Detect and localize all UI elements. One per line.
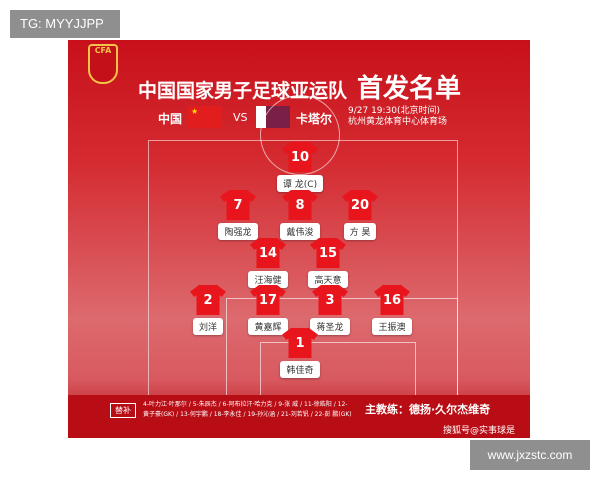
player-card: 3 蒋圣龙: [295, 285, 365, 335]
match-datetime: 9/27 19:30(北京时间): [348, 106, 441, 116]
home-team: 中国: [158, 112, 183, 126]
goal-box: [260, 342, 416, 438]
watermark-bottom: www.jxzstc.com: [470, 440, 590, 470]
jersey-number: 8: [295, 198, 305, 213]
jersey-icon: 8: [282, 190, 318, 220]
player-name: 韩佳奇: [280, 361, 320, 378]
jersey-icon: 14: [250, 238, 286, 268]
vs-label: VS: [233, 111, 248, 124]
player-card: 10 谭 龙(C): [265, 142, 335, 192]
penalty-box: [226, 298, 458, 438]
match-info: 9/27 19:30(北京时间) 杭州黄龙体育中心体育场: [348, 106, 447, 128]
cfa-badge-icon: CFA: [88, 44, 118, 84]
jersey-icon: 10: [282, 142, 318, 172]
match-venue: 杭州黄龙体育中心体育场: [348, 117, 448, 127]
player-card: 15 高天意: [293, 238, 363, 288]
lineup-poster: CFA 中国国家男子足球亚运队 首发名单 中国 ★ VS 卡塔尔 9/27 19:…: [68, 40, 530, 438]
player-name: 王振澳: [372, 318, 412, 335]
subs-tag: 替补: [110, 403, 136, 418]
jersey-number: 16: [382, 293, 402, 308]
player-name: 陶强龙: [218, 223, 258, 240]
player-card: 7 陶强龙: [203, 190, 273, 240]
player-name: 蒋圣龙: [310, 318, 350, 335]
jersey-number: 14: [258, 246, 278, 261]
player-card: 20 方 昊: [325, 190, 395, 240]
jersey-number: 1: [295, 336, 305, 351]
subs-list: 4-叶力江·叶那尔 / 5-朱辰杰 / 6-阿布拉汗·哈力克 / 9-张 威 /…: [143, 401, 352, 418]
player-name: 谭 龙(C): [276, 175, 324, 192]
watermark-top: TG: MYYJJPP: [10, 10, 120, 38]
head-coach: 主教练：德扬·久尔杰维奇: [365, 403, 491, 416]
jersey-icon: 15: [310, 238, 346, 268]
jersey-number: 15: [318, 246, 338, 261]
poster-title: 中国国家男子足球亚运队 首发名单: [138, 74, 462, 104]
jersey-icon: 16: [374, 285, 410, 315]
substitutes-bar: 替补 4-叶力江·叶那尔 / 5-朱辰杰 / 6-阿布拉汗·哈力克 / 9-张 …: [68, 395, 530, 438]
player-name: 汪海健: [248, 271, 288, 288]
jersey-icon: 7: [220, 190, 256, 220]
title-emphasis: 首发名单: [357, 74, 462, 104]
player-card: 14 汪海健: [233, 238, 303, 288]
jersey-number: 20: [350, 198, 370, 213]
jersey-icon: 1: [282, 328, 318, 358]
china-flag-icon: ★: [188, 106, 222, 128]
jersey-icon: 3: [312, 285, 348, 315]
jersey-icon: 20: [342, 190, 378, 220]
player-card: 8 戴伟浚: [265, 190, 335, 240]
player-name: 刘洋: [192, 318, 223, 335]
jersey-icon: 2: [190, 285, 226, 315]
player-card: 1 韩佳奇: [265, 328, 335, 378]
center-circle: [260, 95, 340, 175]
jersey-number: 7: [233, 198, 243, 213]
player-card: 2 刘洋: [173, 285, 243, 335]
jersey-number: 17: [258, 293, 278, 308]
player-name: 方 昊: [343, 223, 377, 240]
jersey-number: 2: [203, 293, 213, 308]
jersey-number: 10: [290, 150, 310, 165]
jersey-number: 3: [325, 293, 335, 308]
player-card: 16 王振澳: [357, 285, 427, 335]
player-name: 戴伟浚: [280, 223, 320, 240]
player-name: 黄嘉辉: [248, 318, 288, 335]
player-card: 17 黄嘉辉: [233, 285, 303, 335]
player-name: 高天意: [308, 271, 348, 288]
jersey-icon: 17: [250, 285, 286, 315]
source-credit: 搜狐号@实事球是: [443, 426, 516, 436]
